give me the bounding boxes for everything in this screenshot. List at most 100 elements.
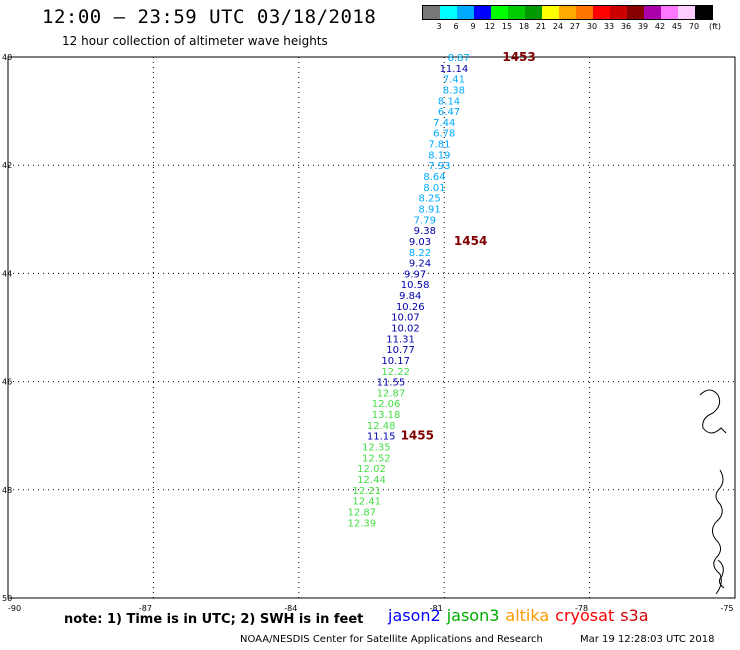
legend-label: 3 [436,22,442,31]
satellite-s3a: s3a [620,606,649,625]
legend-label: 30 [586,22,598,31]
wave-height-label: 12.87 [377,388,406,399]
lon-label: -90 [8,604,21,613]
wave-height-label: 9.84 [399,291,421,302]
legend-swatch [593,6,610,19]
legend-label: 9 [470,22,476,31]
wave-height-label: 12.21 [352,486,381,497]
satellite-jason3: jason3 [446,606,500,625]
wave-height-label: 9.24 [409,259,431,270]
time-label: 1454 [454,234,487,248]
wave-height-label: 10.58 [401,280,430,291]
wave-height-label: 10.77 [386,345,415,356]
legend-label: 27 [569,22,581,31]
lat-label: 48 [2,486,12,495]
wave-height-label: 6.78 [433,129,455,140]
wave-height-label: 7.41 [443,75,465,86]
legend-swatch [576,6,593,19]
wave-height-label: 11.14 [440,64,469,75]
legend-label: 36 [620,22,632,31]
wave-height-label: 10.07 [391,313,420,324]
legend-swatch [610,6,627,19]
legend-swatch [440,6,457,19]
map-title: 12:00 – 23:59 UTC 03/18/2018 [42,6,377,28]
wave-height-label: 7.79 [414,215,436,226]
legend-swatch [644,6,661,19]
legend-label: 70 [688,22,700,31]
wave-height-label: 12.44 [357,475,386,486]
wave-height-label: 12.02 [357,464,386,475]
wave-height-label: 8.64 [423,172,445,183]
wave-height-label: 12.22 [381,367,410,378]
lat-label: 40 [2,53,12,62]
satellite-altika: altika [505,606,550,625]
wave-height-label: 12.52 [362,453,391,464]
legend-label: 6 [453,22,459,31]
lon-label: -84 [284,604,297,613]
lon-label: -78 [575,604,588,613]
legend-swatch [695,6,712,19]
lat-label: 44 [2,269,12,278]
legend-swatches [422,5,713,20]
footnote: note: 1) Time is in UTC; 2) SWH is in fe… [64,612,364,627]
legend-swatch [525,6,542,19]
legend-label: 39 [637,22,649,31]
satellite-legend: jason2 jason3 altika cryosat s3a [388,606,655,625]
time-label: 1453 [502,50,535,64]
lon-label: -81 [430,604,443,613]
legend-label: 33 [603,22,615,31]
legend-label: 45 [671,22,683,31]
legend-unit: (ft) [708,22,722,31]
wave-height-label: 8.91 [419,204,441,215]
wave-height-label: 12.87 [347,507,376,518]
color-legend: 3 6 9 12 15 18 21 24 27 30 33 36 39 42 45 70 (ft) [422,5,721,32]
wave-height-label: 8.87 [448,53,470,64]
legend-swatch [661,6,678,19]
wave-height-label: 11.31 [386,334,415,345]
wave-height-label: 11.55 [377,378,406,389]
legend-label: 18 [518,22,530,31]
lon-label: -87 [139,604,152,613]
wave-height-label: 12.06 [372,399,401,410]
legend-swatch [678,6,695,19]
legend-label: 12 [484,22,496,31]
wave-height-label: 8.38 [443,85,465,96]
wave-height-label: 6.47 [438,107,460,118]
wave-height-label: 8.22 [409,248,431,259]
legend-label: 42 [654,22,666,31]
legend-swatch [627,6,644,19]
wave-height-label: 12.41 [352,497,381,508]
legend-swatch [474,6,491,19]
wave-height-label: 8.14 [438,96,460,107]
legend-swatch [559,6,576,19]
wave-height-label: 8.01 [423,183,445,194]
legend-label: 21 [535,22,547,31]
map-subtitle: 12 hour collection of altimeter wave hei… [62,34,328,48]
generated-timestamp: Mar 19 12:28:03 UTC 2018 [580,634,715,645]
lat-label: 42 [2,161,12,170]
legend-labels: 3 6 9 12 15 18 21 24 27 30 33 36 39 42 45 70 (ft) [422,20,721,32]
wave-height-label: 10.17 [381,356,410,367]
wave-height-label: 10.02 [391,324,420,335]
wave-height-label: 12.48 [367,421,396,432]
legend-swatch [542,6,559,19]
map-frame [7,56,736,599]
wave-height-label: 7.93 [428,161,450,172]
lat-label: 46 [2,378,12,387]
lon-label: -75 [720,604,733,613]
time-label: 1455 [401,429,434,443]
wave-height-label: 10.26 [396,302,425,313]
wave-height-label: 7.44 [433,118,455,129]
wave-height-label: 13.18 [372,410,401,421]
satellite-cryosat: cryosat [555,606,615,625]
wave-height-label: 8.25 [419,194,441,205]
wave-height-label: 9.03 [409,237,431,248]
wave-height-label: 8.19 [428,150,450,161]
satellite-jason2: jason2 [388,606,441,625]
wave-height-label: 11.15 [367,432,396,443]
legend-swatch [491,6,508,19]
credit-text: NOAA/NESDIS Center for Satellite Applica… [240,634,543,645]
wave-height-label: 12.39 [347,518,376,529]
wave-height-label: 7.81 [428,140,450,151]
